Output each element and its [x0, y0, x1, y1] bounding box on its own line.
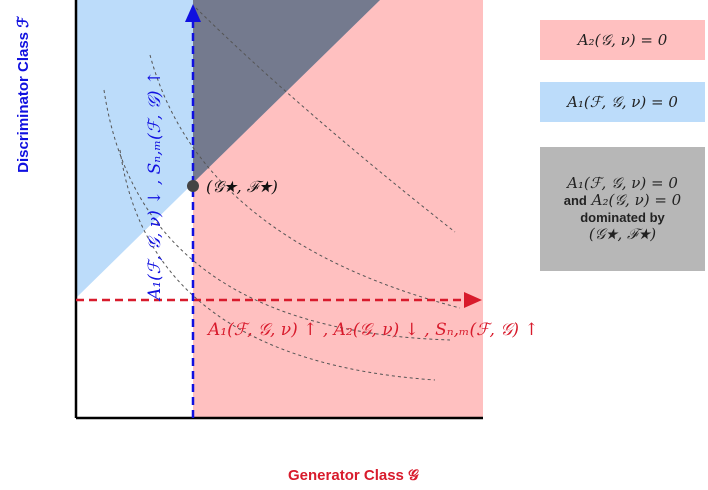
level-curves	[103, 7, 461, 381]
optimum-point	[187, 180, 199, 192]
legend-dominated-line1: A₁(ℱ, 𝒢, ν) = 0	[567, 174, 678, 192]
legend-dominated-line3: (𝒢★, ℱ★)	[588, 225, 657, 243]
red-arrowhead	[464, 292, 482, 308]
level-curve-1	[195, 7, 456, 233]
legend-dominated-line2: A₂(𝒢, ν) = 0	[591, 191, 682, 209]
level-curve-3	[103, 89, 451, 341]
y-arrow-label: A₁(ℱ, 𝒢, ν) ↓ , Sₙ,ₘ(ℱ, 𝒢) ↑	[145, 70, 165, 300]
blue-arrowhead	[185, 4, 201, 22]
legend-dominated-and: and	[563, 193, 587, 208]
legend-a2-text: A₂(𝒢, ν) = 0	[577, 31, 668, 49]
legend-dominated-line2-row: and A₂(𝒢, ν) = 0	[564, 192, 681, 209]
legend-a1-text: A₁(ℱ, 𝒢, ν) = 0	[567, 93, 678, 111]
level-curve-4	[119, 149, 436, 381]
legend-dominated-by: dominated by	[580, 210, 665, 225]
dominated-region	[193, 0, 380, 183]
level-curve-2	[149, 54, 461, 309]
legend-a1-zero: A₁(ℱ, 𝒢, ν) = 0	[540, 82, 705, 122]
legend-a2-zero: A₂(𝒢, ν) = 0	[540, 20, 705, 60]
x-axis-title: Generator Class 𝒢	[288, 467, 419, 484]
x-arrow-label: A₁(ℱ, 𝒢, ν) ↑ , A₂(𝒢, ν) ↓ , Sₙ,ₘ(ℱ, 𝒢) …	[208, 320, 539, 340]
optimum-point-label: (𝒢★, ℱ★)	[206, 177, 278, 196]
legend-dominated: A₁(ℱ, 𝒢, ν) = 0 and A₂(𝒢, ν) = 0 dominat…	[540, 147, 705, 271]
y-axis-title: Discriminator Class ℱ	[15, 16, 32, 173]
